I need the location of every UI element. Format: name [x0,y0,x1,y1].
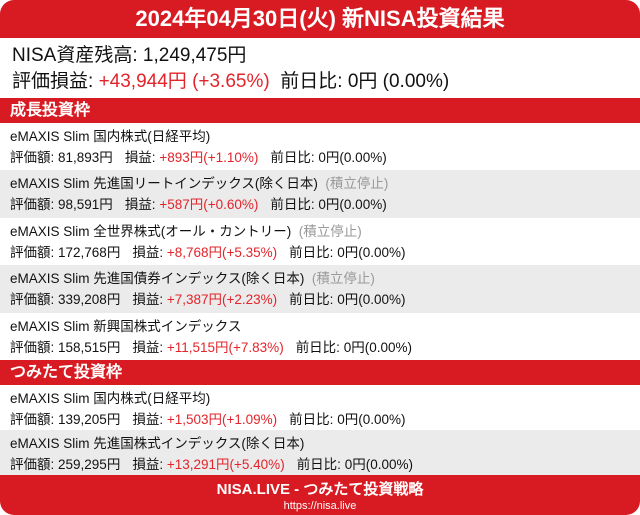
dod-label: 前日比: [295,339,344,355]
footer: NISA.LIVE - つみたて投資戦略 https://nisa.live [0,475,640,515]
section-title: つみたて投資枠 [0,359,640,385]
fund-row: eMAXIS Slim 先進国リートインデックス(除く日本) (積立停止) 評価… [0,170,640,218]
fund-pl-pct: (+5.40%) [229,456,285,472]
fund-name: eMAXIS Slim 国内株式(日経平均) [10,129,211,144]
fund-pl: +587円 [159,197,204,213]
fund-pl: +1,503円 [166,411,223,427]
fund-name-line: eMAXIS Slim 国内株式(日経平均) [10,126,630,147]
pl-label: 損益: [132,411,167,427]
pl-label: 損益: [132,244,167,260]
fund-dod: 0円(0.00%) [337,244,406,260]
fund-pl-pct: (+1.09%) [222,411,278,427]
balance-line: NISA資産残高: 1,249,475円 [12,43,628,69]
fund-row: eMAXIS Slim 全世界株式(オール・カントリー) (積立停止) 評価額:… [0,217,640,266]
value-label: 評価額: [10,339,59,355]
summary: NISA資産残高: 1,249,475円 評価損益: +43,944円 (+3.… [0,38,640,98]
pl-value: +43,944円 [98,71,187,92]
value-label: 評価額: [10,456,59,472]
dod-label: 前日比: [289,292,338,308]
fund-stats: 評価額: 81,893円 損益: +893円(+1.10%) 前日比: 0円(0.0… [10,147,630,168]
fund-row: eMAXIS Slim 新興国株式インデックス 評価額: 158,515円 損益:… [0,312,640,360]
fund-pl-pct: (+1.10%) [203,150,259,165]
fund-stats: 評価額: 172,768円 損益: +8,768円(+5.35%) 前日比: 0円(… [10,242,630,263]
fund-row: eMAXIS Slim 先進国債券インデックス(除く日本) (積立停止) 評価額… [0,265,640,313]
fund-pl-pct: (+0.60%) [203,197,259,213]
fund-dod: 0円(0.00%) [318,197,387,213]
fund-pl: +893円 [159,150,204,165]
fund-name: eMAXIS Slim 先進国リートインデックス(除く日本) [10,176,318,192]
dod-value: 0円 (0.00%) [347,71,450,92]
fund-pl-pct: (+2.23%) [222,292,278,308]
pl-line: 評価損益: +43,944円 (+3.65%) 前日比: 0円 (0.00%) [12,69,628,95]
fund-value: 259,295円 [58,456,121,472]
fund-name: eMAXIS Slim 新興国株式インデックス [10,318,242,334]
fund-dod: 0円(0.00%) [337,292,406,308]
section: つみたて投資枠 eMAXIS Slim 国内株式(日経平均) 評価額: 139,… [0,359,640,475]
section: 成長投資枠 eMAXIS Slim 国内株式(日経平均) 評価額: 81,893… [0,98,640,360]
fund-row: eMAXIS Slim 国内株式(日経平均) 評価額: 139,205円 損益: … [0,384,640,430]
fund-note: (積立停止) [325,176,389,192]
fund-note: (積立停止) [298,223,362,239]
footer-url[interactable]: https://nisa.live [283,500,357,512]
fund-dod: 0円(0.00%) [318,150,387,165]
fund-name: eMAXIS Slim 全世界株式(オール・カントリー) [10,223,292,239]
fund-pl-pct: (+7.83%) [228,339,284,355]
page-title: 2024年04月30日(火) 新NISA投資結果 [0,0,640,38]
fund-dod: 0円(0.00%) [344,456,413,472]
pl-label: 損益: [132,292,167,308]
fund-pl: +7,387円 [166,292,223,308]
fund-stats: 評価額: 98,591円 損益: +587円(+0.60%) 前日比: 0円(0.0… [10,194,630,215]
fund-name: eMAXIS Slim 国内株式(日経平均) [10,390,211,406]
balance-value: 1,249,475円 [142,45,247,66]
pl-label: 評価損益: [12,71,99,92]
fund-dod: 0円(0.00%) [343,339,412,355]
fund-pl: +11,515円 [166,339,229,355]
balance-label: NISA資産残高: [12,45,143,66]
value-label: 評価額: [10,244,59,260]
section-title: 成長投資枠 [0,98,640,123]
fund-pl-pct: (+5.35%) [222,244,278,260]
fund-stats: 評価額: 158,515円 損益: +11,515円(+7.83%) 前日比: 0円… [10,337,630,358]
fund-value: 172,768円 [58,244,121,260]
pl-label: 損益: [132,456,167,472]
fund-name: eMAXIS Slim 先進国株式インデックス(除く日本) [10,435,305,451]
fund-value: 81,893円 [58,150,113,165]
fund-value: 158,515円 [58,339,121,355]
dod-label: 前日比: [270,197,319,213]
pl-label: 損益: [124,197,160,213]
fund-value: 139,205円 [58,411,121,427]
fund-name: eMAXIS Slim 先進国債券インデックス(除く日本) [10,271,305,287]
dod-label: 前日比: [289,244,338,260]
pl-label: 損益: [124,150,160,165]
fund-name-line: eMAXIS Slim 新興国株式インデックス [10,316,630,337]
value-label: 評価額: [10,292,59,308]
value-label: 評価額: [10,411,59,427]
value-label: 評価額: [10,150,59,165]
dod-label: 前日比: [289,411,338,427]
fund-name-line: eMAXIS Slim 先進国リートインデックス(除く日本) (積立停止) [10,173,630,194]
pl-pct: (+3.65%) [192,71,270,92]
footer-title: NISA.LIVE - つみたて投資戦略 [216,481,424,498]
fund-value: 98,591円 [58,197,113,213]
fund-dod: 0円(0.00%) [337,411,406,427]
fund-row: eMAXIS Slim 国内株式(日経平均) 評価額: 81,893円 損益: +… [0,123,640,171]
fund-row: eMAXIS Slim 先進国株式インデックス(除く日本) 評価額: 259,2… [0,429,640,475]
value-label: 評価額: [10,197,59,213]
fund-stats: 評価額: 139,205円 損益: +1,503円(+1.09%) 前日比: 0円(… [10,409,630,430]
fund-name-line: eMAXIS Slim 全世界株式(オール・カントリー) (積立停止) [10,221,630,242]
fund-name-line: eMAXIS Slim 国内株式(日経平均) [10,388,630,409]
dod-label: 前日比: [270,150,319,165]
fund-stats: 評価額: 339,208円 損益: +7,387円(+2.23%) 前日比: 0円(… [10,289,630,310]
pl-label: 損益: [132,339,167,355]
fund-pl: +8,768円 [166,244,223,260]
dod-label: 前日比: [280,71,348,92]
fund-name-line: eMAXIS Slim 先進国債券インデックス(除く日本) (積立停止) [10,268,630,289]
fund-note: (積立停止) [311,271,375,287]
fund-name-line: eMAXIS Slim 先進国株式インデックス(除く日本) [10,433,630,454]
fund-stats: 評価額: 259,295円 損益: +13,291円(+5.40%) 前日比: 0円… [10,454,630,475]
fund-value: 339,208円 [58,292,121,308]
dod-label: 前日比: [296,456,345,472]
fund-pl: +13,291円 [166,456,230,472]
